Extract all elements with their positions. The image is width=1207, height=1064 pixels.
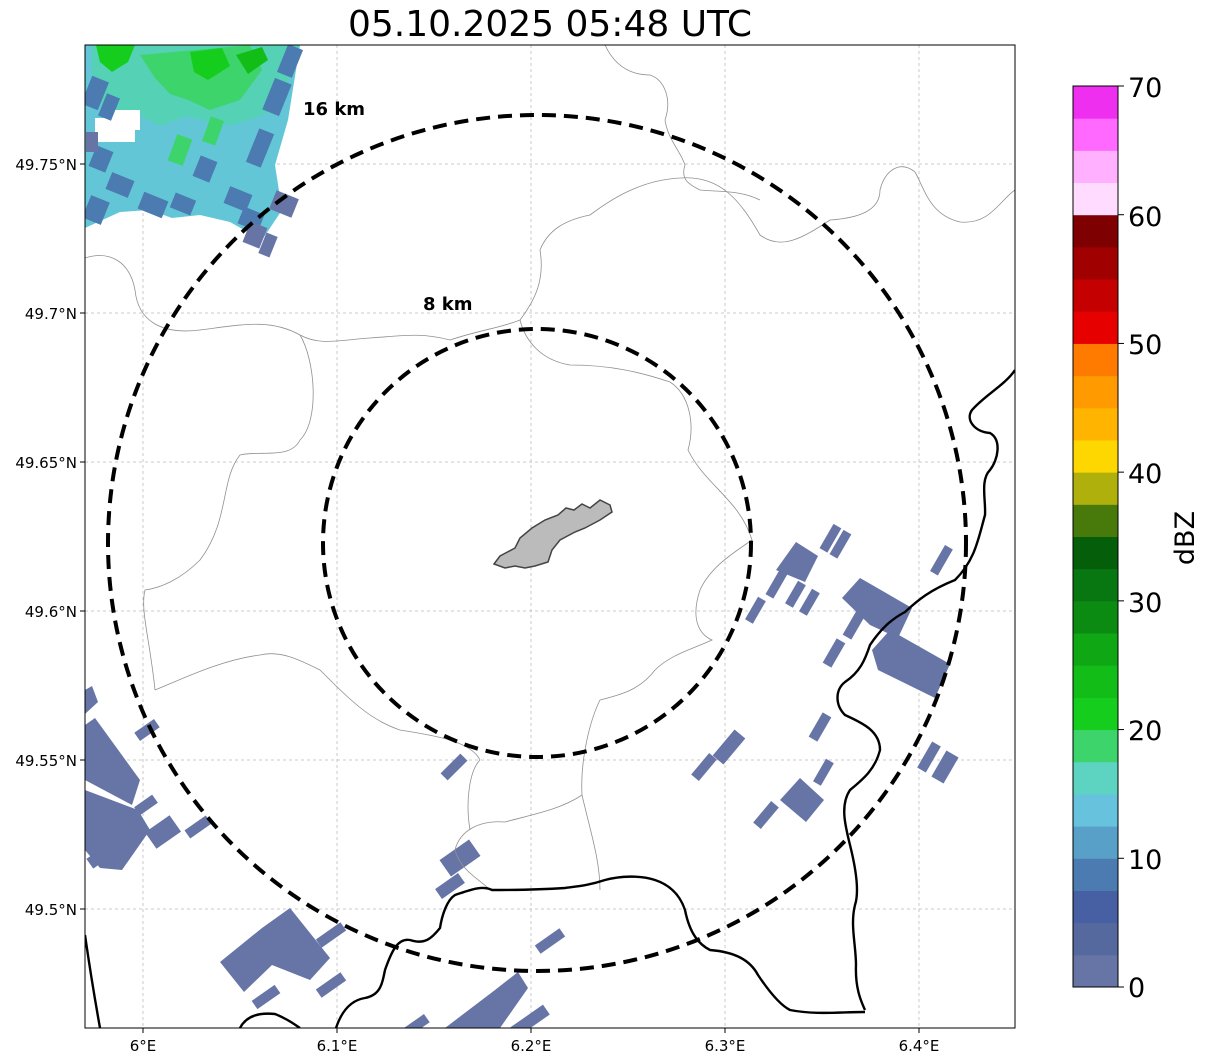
y-tick-label: 49.5°N [25,901,77,919]
y-tick-label: 49.7°N [25,305,77,323]
colorbar-tick-label: 40 [1128,459,1162,490]
x-tick-label: 6.4°E [899,1037,940,1055]
colorbar-tick-label: 30 [1128,588,1162,619]
x-tick-label: 6.1°E [317,1037,358,1055]
y-tick-label: 49.55°N [15,752,77,770]
colorbar-segment [1073,86,1118,119]
colorbar-segment [1073,633,1118,666]
map-frame [84,44,1016,1029]
colorbar-segment [1073,858,1118,891]
colorbar-title: dBZ [1170,511,1201,565]
y-tick-label: 49.6°N [25,603,77,621]
colorbar-frame [1072,85,1119,988]
map-title: 05.10.2025 05:48 UTC [347,4,753,45]
colorbar-segment [1073,600,1118,634]
ring-label-16km: 16 km [303,99,365,120]
colorbar-segment [1073,214,1118,248]
colorbar-segment [1073,472,1118,505]
colorbar-segment [1073,697,1118,731]
colorbar-segment [1073,150,1118,184]
x-tick-label: 6°E [130,1037,157,1055]
y-tick-labels: 49.75°N 49.7°N 49.65°N 49.6°N 49.55°N 49… [15,156,77,919]
radar-echoes [85,45,959,1028]
colorbar-segment [1073,118,1118,151]
colorbar-tick-label: 10 [1128,845,1162,876]
range-rings [106,113,968,973]
y-tick-label: 49.65°N [15,454,77,472]
colorbar-segment [1073,311,1118,344]
colorbar-tick-labels: 0 10 20 30 40 50 60 70 [1128,73,1162,1004]
colorbar-segment [1073,407,1118,441]
y-tick-label: 49.75°N [15,156,77,174]
x-tick-label: 6.3°E [705,1037,746,1055]
echo-cluster-nw [85,45,304,258]
colorbar-segment [1073,922,1118,956]
colorbar-segment [1073,439,1118,473]
colorbar-segment [1073,665,1118,698]
tick-marks [80,163,920,1033]
colorbar-segment [1073,826,1118,859]
ring-label-8km: 8 km [423,294,473,315]
colorbar-segment [1073,761,1118,795]
colorbar-segment [1073,375,1118,409]
colorbar-tick-label: 0 [1128,973,1145,1004]
colorbar-tick-label: 70 [1128,73,1162,104]
colorbar [1072,85,1124,988]
colorbar-tick-label: 60 [1128,202,1162,233]
ring-16km [106,113,968,973]
colorbar-segment [1073,568,1118,602]
colorbar-segment [1073,793,1118,827]
colorbar-segment [1073,343,1118,377]
city-outline [492,499,613,569]
colorbar-segment [1073,279,1118,312]
colorbar-segment [1073,536,1118,570]
ring-8km [321,327,753,759]
admin-boundaries [85,45,1015,891]
colorbar-tick-label: 50 [1128,330,1162,361]
colorbar-segment [1073,729,1118,763]
x-tick-labels: 6°E 6.1°E 6.2°E 6.3°E 6.4°E [130,1037,940,1055]
colorbar-segment [1073,246,1118,280]
echo-cluster-scattered [85,523,959,1028]
colorbar-segment [1073,504,1118,537]
national-borders [85,369,1015,1028]
x-tick-label: 6.2°E [511,1037,552,1055]
colorbar-segment [1073,954,1118,988]
colorbar-segment [1073,182,1118,216]
colorbar-segment [1073,890,1118,924]
colorbar-tick-label: 20 [1128,716,1162,747]
